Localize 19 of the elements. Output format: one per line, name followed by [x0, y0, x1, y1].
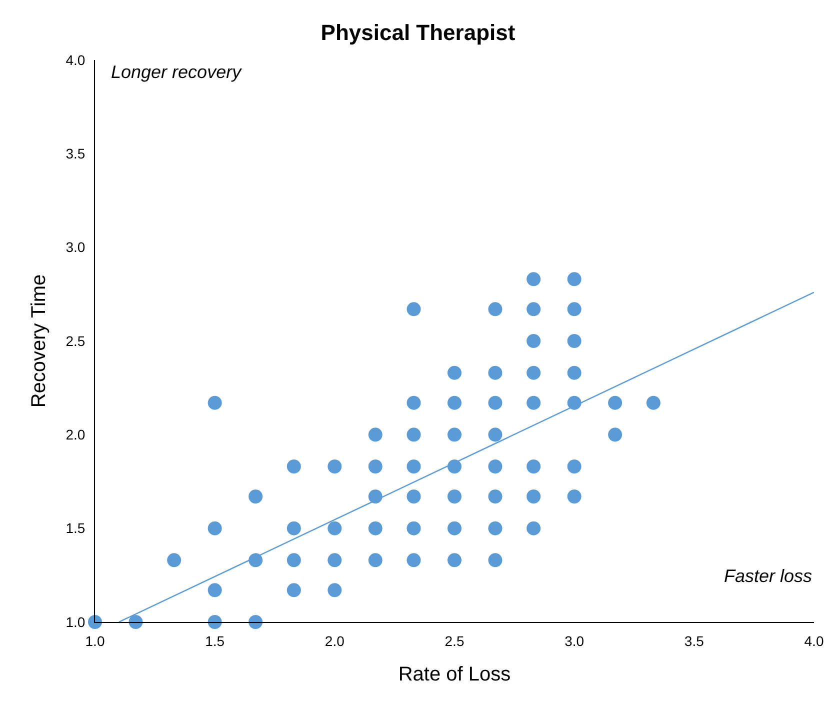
- y-tick-label: 3.0: [66, 239, 86, 256]
- annotation: Faster loss: [724, 566, 812, 586]
- chart-title: Physical Therapist: [320, 20, 516, 46]
- x-tick-label: 4.0: [804, 632, 824, 649]
- y-axis-title: Recovery Time: [28, 274, 50, 408]
- y-tick-label: 4.0: [66, 52, 86, 68]
- x-tick-label: 3.0: [564, 632, 584, 649]
- y-tick-label: 1.0: [66, 614, 86, 630]
- y-tick-label: 1.5: [66, 520, 86, 536]
- x-tick-label: 2.5: [444, 632, 464, 649]
- y-tick-label: 3.5: [66, 146, 86, 162]
- x-tick-label: 3.5: [684, 632, 704, 649]
- y-tick-label: 2.0: [66, 426, 86, 443]
- x-tick-label: 1.0: [85, 632, 105, 649]
- x-tick-label: 2.0: [324, 632, 345, 649]
- x-axis-title: Rate of Loss: [398, 663, 511, 686]
- y-tick-label: 2.5: [66, 332, 86, 349]
- annotation: Longer recovery: [111, 62, 242, 82]
- x-tick-label: 1.5: [205, 632, 225, 649]
